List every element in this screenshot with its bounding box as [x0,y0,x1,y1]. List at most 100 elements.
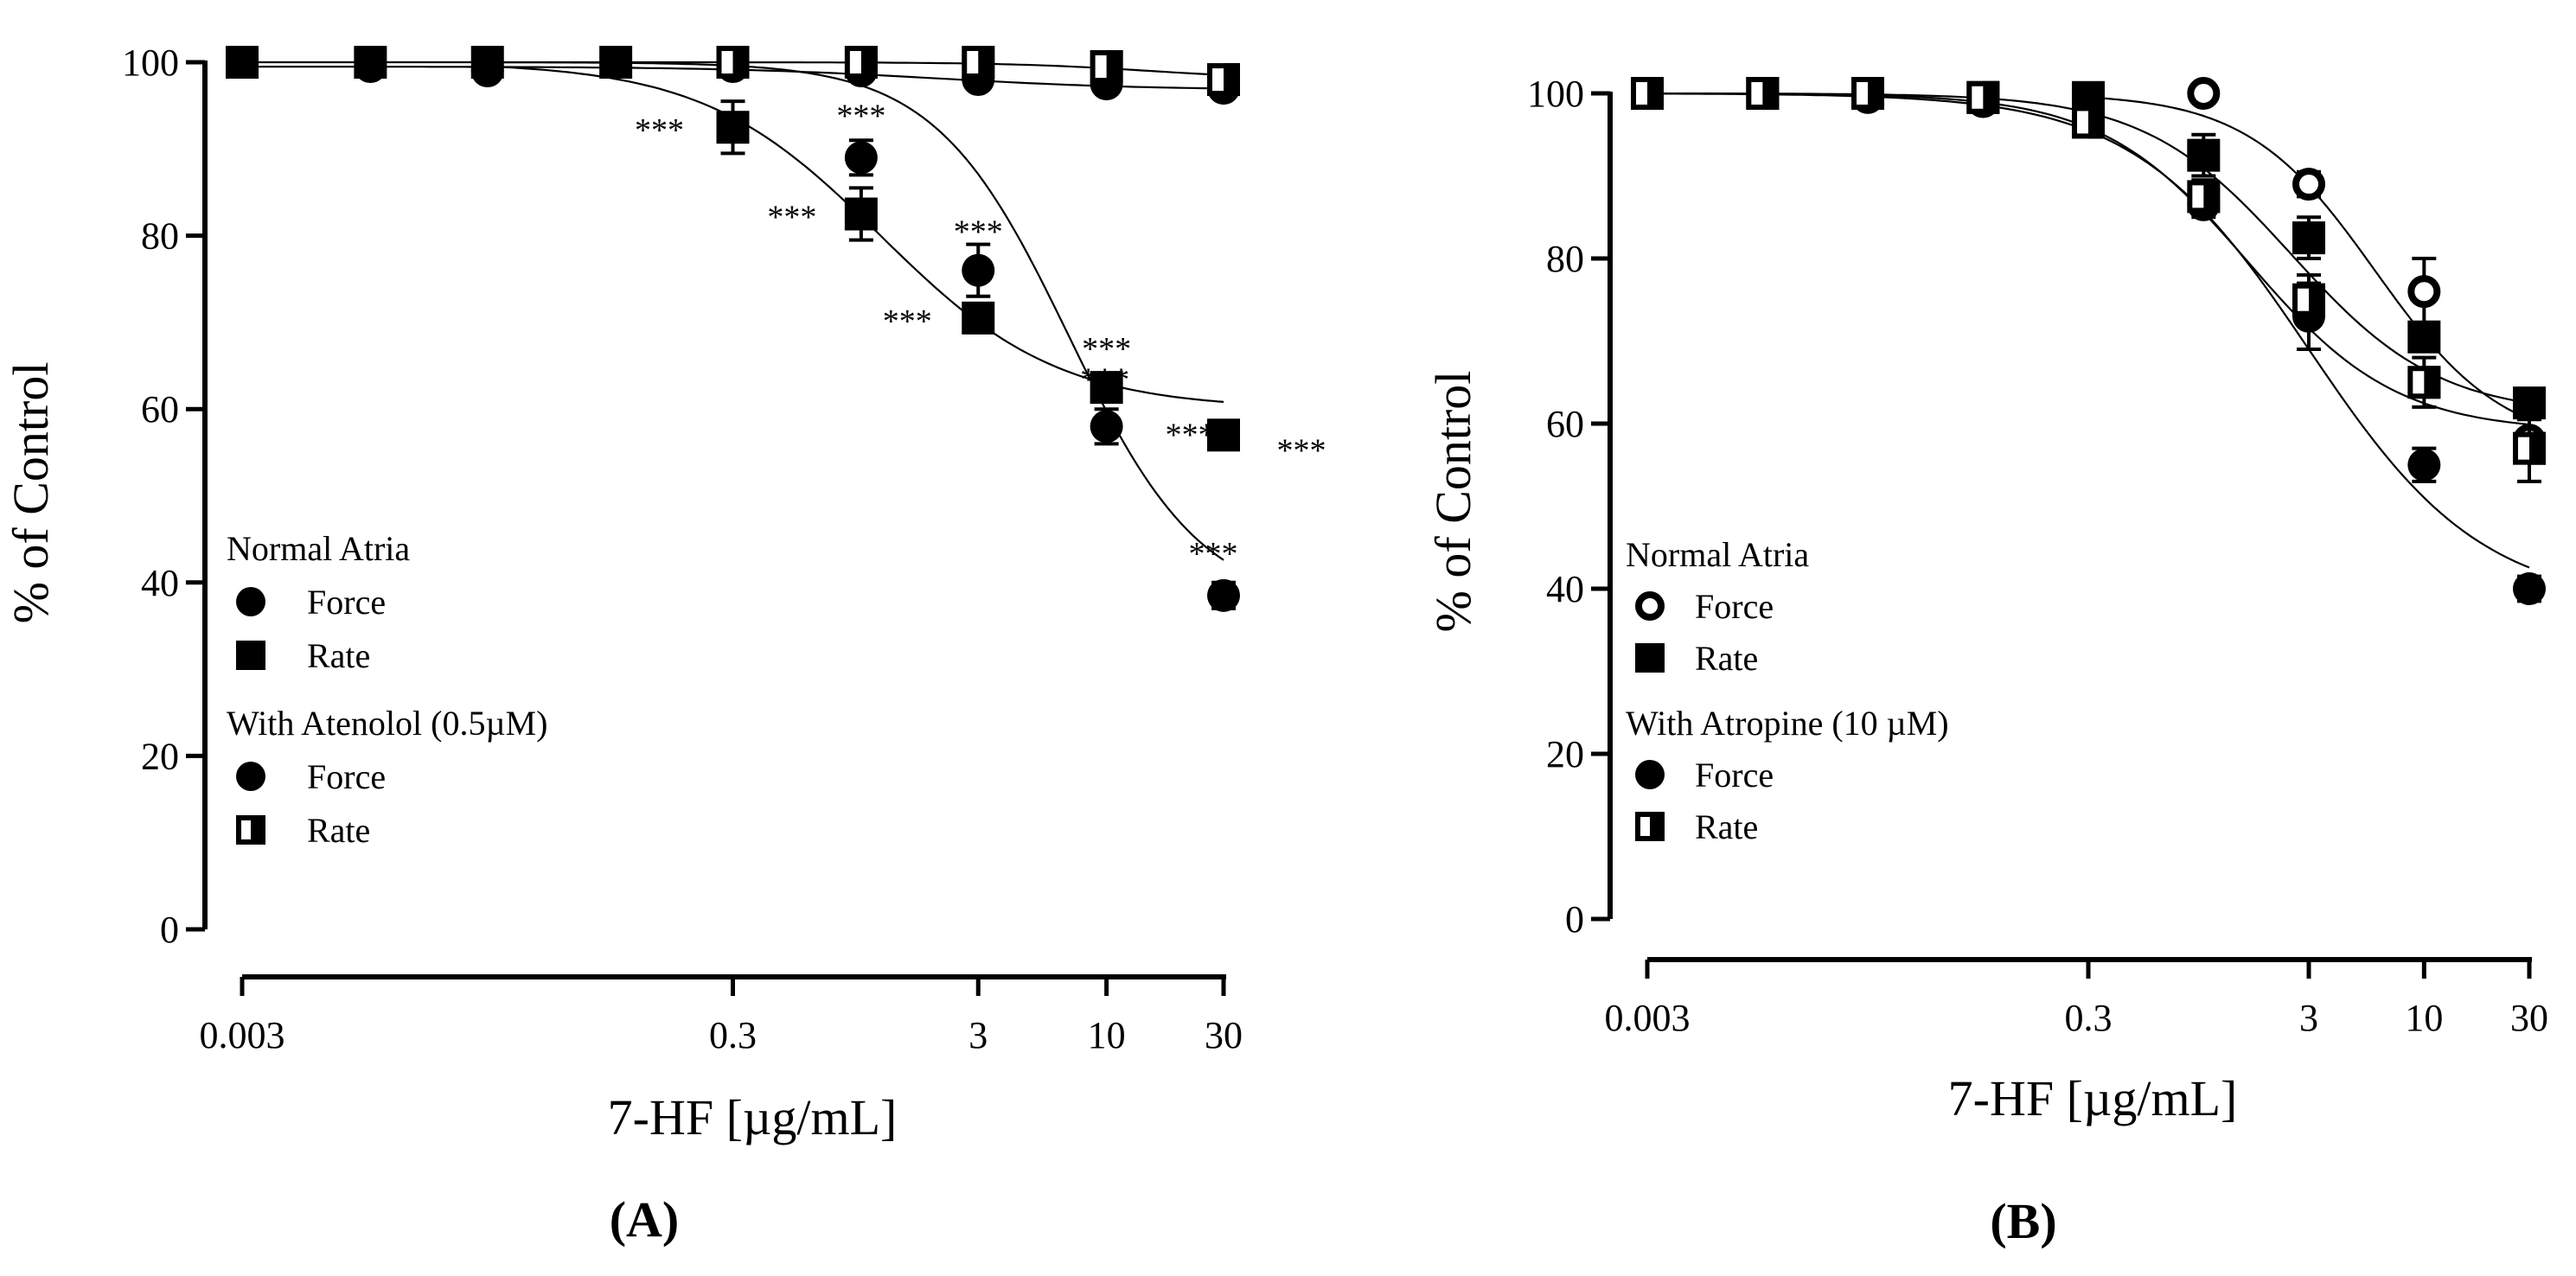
marker-fill-half [2309,283,2325,316]
marker-fill-half [2203,180,2221,214]
legend-group-title: With Atropine (10 µM) [1626,704,1949,743]
significance-label: *** [767,200,816,236]
marker-fill-half [732,46,750,79]
legend-group-title: Normal Atria [1626,535,1809,574]
marker-fill-half [1224,63,1240,97]
legend-marker [1635,812,1665,841]
data-point [962,253,995,287]
x-tick-label: 30 [1205,1014,1243,1056]
y-tick-label: 20 [1546,733,1584,775]
data-point [2513,431,2546,465]
legend-marker [236,641,265,670]
y-tick-label: 60 [1546,403,1584,445]
panel-label: (A) [610,1191,680,1247]
data-point [716,111,750,144]
legend-marker [1635,760,1665,789]
x-tick-label: 0.003 [200,1014,285,1056]
y-tick-label: 20 [141,735,179,777]
significance-label: *** [1082,331,1131,367]
data-point [1090,371,1123,405]
marker-fill-half [860,46,878,79]
legend-marker [236,587,265,616]
data-point [716,46,750,79]
data-point [2407,320,2441,354]
y-axis-title: % of Control [3,362,59,624]
data-point [2187,180,2221,214]
significance-label: *** [1189,536,1238,572]
legend-marker [236,815,265,845]
legend-group-title: With Atenolol (0.5µM) [227,704,547,743]
marker-fill-half [2529,431,2546,465]
legend-entry-label: Rate [1695,807,1758,846]
fit-curve [1647,93,2530,569]
panel-a: 0 20 40 60 80 100 0.003 0.3 3 10 30 % of Control 7-H… [3,41,1326,1247]
data-point [962,46,995,79]
significance-label: *** [954,214,1003,251]
data-point [2292,221,2325,255]
x-tick-label: 0.3 [709,1014,757,1056]
y-tick-label: 60 [141,388,179,431]
fit-curve [487,61,1224,561]
data-point [844,141,878,175]
data-point [1207,578,1240,612]
legend-marker [1635,643,1665,673]
y-tick-label: 40 [1546,568,1584,610]
data-point [1631,77,1664,110]
data-point [962,301,995,335]
data-point [2187,138,2221,172]
marker-fill-half [1762,77,1780,110]
marker-fill-half [1983,80,2000,114]
legend-entry-label: Force [1695,587,1774,626]
legend-entry-label: Force [1695,756,1774,794]
significance-label: *** [836,98,885,134]
legend-entry-label: Rate [307,811,370,850]
y-tick-label: 100 [1527,73,1584,115]
marker-fill-half [1647,77,1664,110]
x-tick-label: 30 [2510,997,2548,1039]
y-tick-label: 80 [141,215,179,258]
data-point [2292,168,2325,201]
x-tick-label: 10 [2405,997,2443,1039]
data-point [1090,410,1123,443]
data-point [844,46,878,79]
data-point [2292,283,2325,316]
data-point [2407,448,2441,482]
marker-fill-half [1868,77,1884,110]
marker-fill-half [978,46,995,79]
data-point [599,46,633,79]
data-point [2407,275,2441,309]
data-point [2407,366,2441,399]
y-tick-label: 80 [1546,238,1584,280]
significance-label: *** [883,303,932,340]
significance-label: *** [1166,417,1215,453]
data-point [354,46,387,79]
legend-marker [1635,591,1665,621]
data-point [1746,77,1780,110]
legend-entry-label: Force [307,757,386,796]
data-point [1851,77,1884,110]
significance-label: *** [1080,361,1129,398]
data-point [844,197,878,231]
significance-label: *** [635,112,684,149]
y-tick-label: 0 [1565,898,1584,941]
marker-fill-half [1106,50,1123,84]
legend-entry-label: Rate [1695,639,1758,678]
marker-fill-half [251,815,265,845]
panel-label: (B) [1990,1193,2056,1249]
marker-fill-half [2424,366,2441,399]
x-axis-title: 7-HF [µg/mL] [1948,1070,2238,1126]
x-tick-label: 10 [1088,1014,1126,1056]
y-tick-label: 40 [141,562,179,604]
legend-group-title: Normal Atria [227,529,410,568]
panel-b: 0 20 40 60 80 100 0.003 0.3 3 10 30 % of Control 7-H… [1425,73,2548,1249]
data-point [2187,77,2221,110]
x-tick-label: 3 [968,1014,988,1056]
fit-curve [1647,93,2530,426]
data-point [470,46,504,79]
x-tick-label: 0.003 [1605,997,1691,1039]
x-tick-label: 0.3 [2065,997,2113,1039]
marker-fill-half [2088,105,2105,139]
y-tick-label: 100 [122,41,179,84]
legend-entry-label: Force [307,583,386,622]
